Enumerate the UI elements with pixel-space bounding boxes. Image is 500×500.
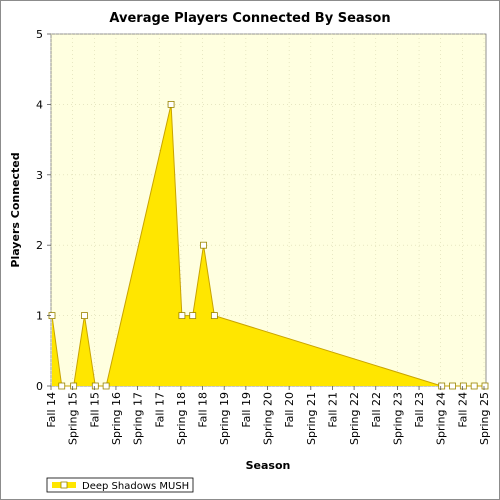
x-tick-label: Fall 19 bbox=[240, 392, 253, 428]
x-tick-label: Fall 18 bbox=[197, 392, 210, 428]
x-tick-label: Fall 14 bbox=[45, 392, 58, 428]
y-tick-label: 5 bbox=[36, 28, 43, 41]
data-point bbox=[470, 382, 478, 390]
data-point bbox=[178, 312, 186, 320]
x-tick-label: Fall 21 bbox=[326, 392, 339, 428]
data-point bbox=[102, 382, 110, 390]
x-tick-label: Spring 20 bbox=[262, 392, 275, 445]
y-tick-label: 4 bbox=[36, 98, 43, 111]
legend-swatch-marker bbox=[60, 481, 68, 489]
x-tick-label: Spring 24 bbox=[435, 392, 448, 445]
x-tick-label: Spring 18 bbox=[175, 392, 188, 445]
x-tick-label: Spring 16 bbox=[110, 392, 123, 445]
series-area bbox=[52, 104, 485, 387]
y-tick-label: 3 bbox=[36, 169, 43, 182]
data-point bbox=[481, 382, 489, 390]
x-tick-label: Spring 25 bbox=[478, 392, 491, 445]
data-point bbox=[210, 312, 218, 320]
x-tick-label: Fall 15 bbox=[88, 392, 101, 428]
legend-box bbox=[46, 477, 194, 493]
x-tick-label: Fall 20 bbox=[283, 392, 296, 428]
y-tick-label: 1 bbox=[36, 310, 43, 323]
chart-title: Average Players Connected By Season bbox=[109, 11, 390, 26]
x-tick-label: Spring 15 bbox=[67, 392, 80, 445]
legend-label: Deep Shadows MUSH bbox=[82, 481, 189, 492]
x-tick-label: Fall 17 bbox=[153, 392, 166, 428]
data-point bbox=[167, 101, 175, 108]
data-point bbox=[91, 382, 99, 390]
y-axis-title: Players Connected bbox=[9, 152, 22, 267]
data-point bbox=[449, 382, 456, 390]
series-line bbox=[51, 104, 485, 387]
x-tick-label: Fall 24 bbox=[456, 392, 469, 428]
data-point bbox=[189, 312, 197, 320]
data-point bbox=[438, 382, 446, 390]
data-point bbox=[81, 312, 88, 320]
x-axis-title: Season bbox=[246, 459, 291, 472]
legend: Deep Shadows MUSH bbox=[46, 477, 194, 493]
y-tick-label: 0 bbox=[36, 380, 43, 393]
x-tick-label: Spring 21 bbox=[305, 392, 318, 445]
data-point bbox=[459, 382, 467, 390]
x-tick-label: Spring 17 bbox=[132, 392, 145, 445]
y-tick-label: 2 bbox=[36, 239, 43, 252]
data-point bbox=[70, 382, 78, 390]
x-tick-label: Spring 22 bbox=[348, 392, 361, 445]
x-tick-label: Spring 23 bbox=[391, 392, 404, 445]
x-tick-label: Fall 22 bbox=[370, 392, 383, 428]
x-tick-label: Fall 23 bbox=[413, 392, 426, 428]
data-point bbox=[200, 241, 207, 249]
x-tick-label: Spring 19 bbox=[218, 392, 231, 445]
data-point bbox=[58, 382, 66, 390]
